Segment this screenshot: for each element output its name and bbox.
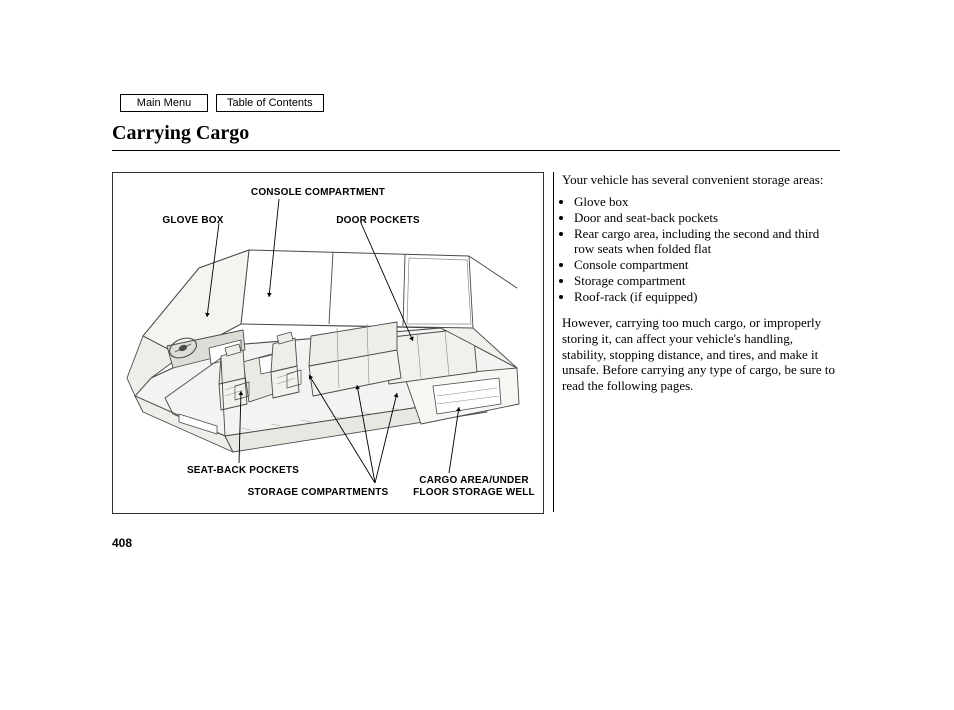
label-storage-compartments: STORAGE COMPARTMENTS bbox=[233, 487, 403, 499]
column-divider bbox=[553, 172, 554, 512]
label-glove-box: GLOVE BOX bbox=[153, 215, 233, 227]
storage-list-item: Glove box bbox=[574, 194, 840, 210]
storage-list-item: Roof-rack (if equipped) bbox=[574, 289, 840, 305]
intro-text: Your vehicle has several convenient stor… bbox=[562, 172, 840, 188]
main-menu-button[interactable]: Main Menu bbox=[120, 94, 208, 112]
toc-button[interactable]: Table of Contents bbox=[216, 94, 324, 112]
title-rule bbox=[112, 150, 840, 151]
warning-paragraph: However, carrying too much cargo, or imp… bbox=[562, 315, 840, 394]
nav-buttons: Main Menu Table of Contents bbox=[120, 94, 324, 112]
storage-list-item: Rear cargo area, including the second an… bbox=[574, 226, 840, 258]
label-door-pockets: DOOR POCKETS bbox=[323, 215, 433, 227]
storage-list-item: Door and seat-back pockets bbox=[574, 210, 840, 226]
storage-list-item: Console compartment bbox=[574, 257, 840, 273]
page-title: Carrying Cargo bbox=[112, 122, 249, 145]
label-console-compartment: CONSOLE COMPARTMENT bbox=[233, 187, 403, 199]
text-column: Your vehicle has several convenient stor… bbox=[562, 172, 840, 394]
storage-list-item: Storage compartment bbox=[574, 273, 840, 289]
label-cargo-area: CARGO AREA/UNDER FLOOR STORAGE WELL bbox=[409, 475, 539, 498]
cargo-figure: CONSOLE COMPARTMENT GLOVE BOX DOOR POCKE… bbox=[112, 172, 544, 514]
storage-list: Glove boxDoor and seat-back pocketsRear … bbox=[562, 194, 840, 305]
page-number: 408 bbox=[112, 536, 132, 550]
label-seat-back-pockets: SEAT-BACK POCKETS bbox=[173, 465, 313, 477]
